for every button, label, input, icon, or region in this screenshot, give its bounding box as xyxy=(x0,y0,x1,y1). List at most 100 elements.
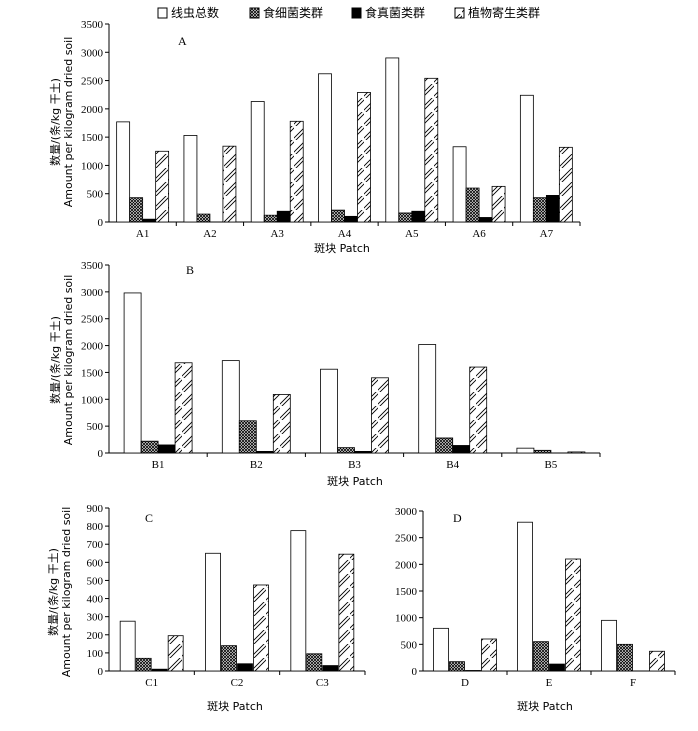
bar-total-b3 xyxy=(320,368,338,454)
bar-total-a1 xyxy=(116,121,131,223)
panel-a-y-tick-label: 1000 xyxy=(81,160,104,172)
panel-d-x-tick-label: D xyxy=(461,677,469,689)
bar-bacterivore-b1 xyxy=(140,440,159,454)
panel-c-ylabel-cn: 数量/(条/kg 干土) xyxy=(46,548,60,636)
panel-d-y-tick-label: 2000 xyxy=(395,559,418,571)
panel-b-y-tick-label: 2000 xyxy=(81,341,104,353)
bar-total-c3 xyxy=(290,530,307,672)
panel-a-y-tick-label: 3000 xyxy=(81,47,104,59)
panel-a: A 数量/(条/kg 干土) Amount per kilogram dried… xyxy=(48,19,581,255)
legend-label-plant-parasite: 植物寄生类群 xyxy=(468,5,540,20)
panel-b-y-tick-label: 3500 xyxy=(81,260,104,272)
legend: 线虫总数 食细菌类群 食真菌类群 植物寄生类群 xyxy=(157,5,540,20)
panel-b: B 数量/(条/kg 干土) Amount per kilogram dried… xyxy=(48,260,601,488)
panel-c-y-tick-label: 300 xyxy=(87,612,104,624)
bar-plant-parasite-b5 xyxy=(567,451,586,454)
panel-b-x-tick-label: B4 xyxy=(446,459,459,471)
panel-a-x-tick-label: A4 xyxy=(338,228,352,240)
panel-b-letter: B xyxy=(186,263,194,277)
bar-plant-parasite-b4 xyxy=(469,366,488,454)
panel-d: D 斑块 Patch 0 500 1000 1500 2000 2500 3000 D E F xyxy=(395,506,676,713)
bar-plant-parasite-b2 xyxy=(272,394,291,454)
bar-total-c2 xyxy=(205,552,221,672)
bar-fungivore-b4 xyxy=(452,445,471,454)
panel-b-y-tick-label: 1000 xyxy=(81,394,104,406)
panel-a-ylabel-en: Amount per kilogram dried soil xyxy=(62,37,75,208)
bar-plant-parasite-c3 xyxy=(338,553,355,672)
bar-total-b1 xyxy=(123,292,142,454)
bar-total-b2 xyxy=(221,360,240,454)
panel-d-letter: D xyxy=(453,511,462,525)
bar-plant-parasite-b1 xyxy=(174,362,193,454)
bar-plant-parasite-b3 xyxy=(371,377,389,454)
legend-swatch-plant-parasite xyxy=(454,7,465,19)
bar-bacterivore-a5 xyxy=(398,212,413,223)
panel-b-x-tick-label: B3 xyxy=(348,459,361,471)
bar-fungivore-c3 xyxy=(322,665,339,672)
panel-a-x-tick-label: A2 xyxy=(203,228,216,240)
panel-a-x-tick-label: A1 xyxy=(136,228,149,240)
bar-bacterivore-c3 xyxy=(306,653,323,672)
legend-swatch-bacterivore xyxy=(249,7,260,19)
panel-a-x-tick-label: A7 xyxy=(540,228,554,240)
panel-b-y-tick-label: 2500 xyxy=(81,314,104,326)
bar-total-e xyxy=(517,521,533,672)
panel-b-xlabel: 斑块 Patch xyxy=(327,475,383,488)
panel-a-ylabel-cn: 数量/(条/kg 干土) xyxy=(48,78,62,166)
panel-a-letter: A xyxy=(178,34,187,48)
panel-c-x-tick-label: C1 xyxy=(145,677,158,689)
panel-c-y-tick-label: 400 xyxy=(87,594,104,606)
bar-total-b5 xyxy=(516,447,535,454)
panel-b-y-tick-label: 0 xyxy=(98,448,104,460)
bar-bacterivore-a4 xyxy=(331,209,345,223)
panel-a-x-tick-label: A3 xyxy=(270,228,284,240)
bar-fungivore-b2 xyxy=(255,450,274,454)
panel-d-x-tick-label: E xyxy=(546,677,553,689)
panel-c-x-tick-label: C2 xyxy=(231,677,244,689)
bar-plant-parasite-c2 xyxy=(253,584,269,672)
legend-label-bacterivore: 食细菌类群 xyxy=(263,5,323,20)
bar-plant-parasite-a2 xyxy=(222,145,237,223)
panel-a-y-tick-label: 1500 xyxy=(81,132,104,144)
bar-plant-parasite-a4 xyxy=(357,92,371,223)
bar-total-b4 xyxy=(418,344,437,454)
panel-c-xlabel: 斑块 Patch xyxy=(207,700,263,713)
bar-bacterivore-b5 xyxy=(533,449,552,454)
bar-bacterivore-a3 xyxy=(263,214,278,223)
panel-b-x-tick-label: B1 xyxy=(152,459,165,471)
panel-b-ylabel-cn: 数量/(条/kg 干土) xyxy=(48,316,62,404)
panel-d-xlabel: 斑块 Patch xyxy=(517,700,573,713)
bar-bacterivore-b2 xyxy=(238,420,257,454)
panel-c: C 数量/(条/kg 干土) Amount per kilogram dried… xyxy=(46,503,366,713)
bar-bacterivore-a7 xyxy=(532,197,547,223)
bar-total-f xyxy=(601,619,617,672)
panel-a-y-tick-label: 2000 xyxy=(81,104,104,116)
panel-d-y-tick-label: 1000 xyxy=(395,613,418,625)
bar-total-a7 xyxy=(519,94,534,223)
bar-total-a6 xyxy=(452,146,467,223)
bar-bacterivore-b3 xyxy=(337,447,355,454)
bar-bacterivore-c2 xyxy=(221,645,237,672)
panel-c-letter: C xyxy=(145,511,153,525)
bar-total-a3 xyxy=(250,101,265,223)
bar-fungivore-d xyxy=(465,670,481,672)
bar-plant-parasite-a5 xyxy=(424,77,439,223)
bar-plant-parasite-a1 xyxy=(155,150,170,223)
panel-c-ylabel: 数量/(条/kg 干土) Amount per kilogram dried s… xyxy=(46,507,73,678)
panel-a-y-tick-label: 0 xyxy=(98,217,104,229)
bar-fungivore-c2 xyxy=(237,663,253,672)
panel-b-y-tick-label: 3000 xyxy=(81,287,104,299)
panel-a-xlabel: 斑块 Patch xyxy=(314,242,370,255)
bar-plant-parasite-a3 xyxy=(289,120,304,223)
panel-b-x-tick-label: B2 xyxy=(250,459,263,471)
bar-total-a4 xyxy=(318,73,332,223)
panel-d-y-tick-label: 500 xyxy=(401,639,418,651)
bar-fungivore-e xyxy=(549,663,565,672)
panel-c-y-tick-label: 900 xyxy=(87,503,104,515)
bar-fungivore-b1 xyxy=(157,444,176,454)
panel-c-y-tick-label: 200 xyxy=(87,630,104,642)
bar-fungivore-a4 xyxy=(344,215,358,223)
bar-fungivore-a6 xyxy=(478,217,493,223)
bar-fungivore-b3 xyxy=(354,450,372,454)
